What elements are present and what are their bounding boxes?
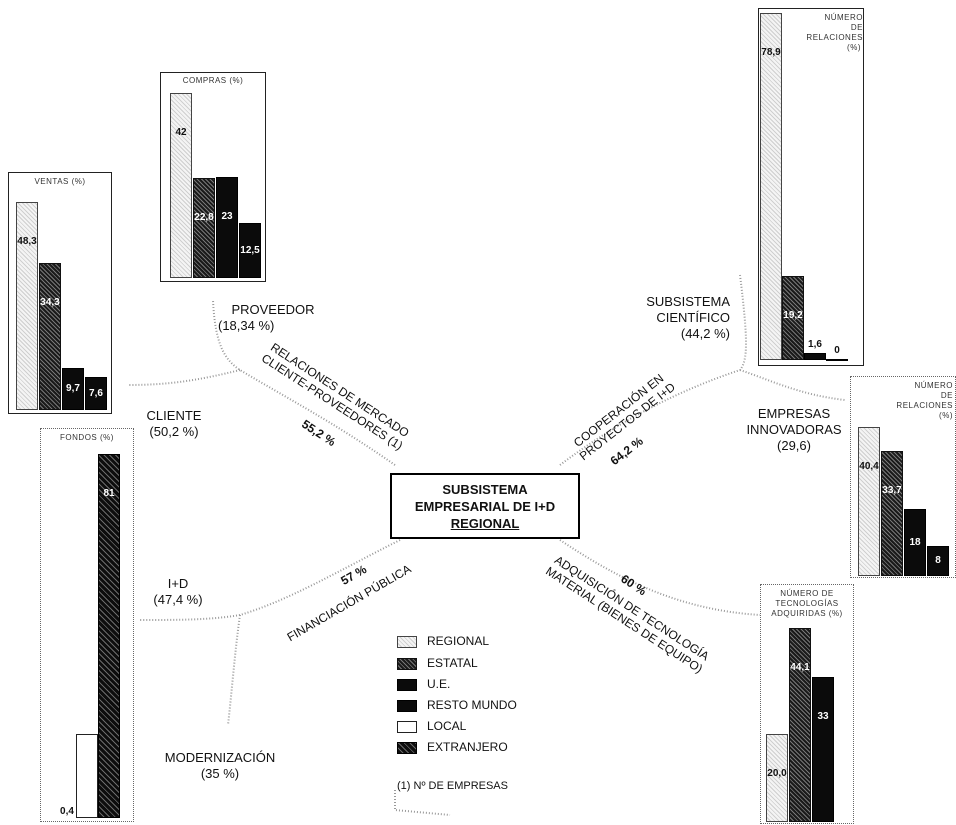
compras-bar-1	[193, 177, 215, 278]
fondos-value-0: 0,4	[60, 806, 74, 817]
ventas-chart-title: VENTAS (%)	[34, 177, 86, 186]
ventas-bar-2	[62, 368, 84, 410]
relaciones_innovadoras-bar-3	[927, 546, 949, 576]
fondos-bar-0	[76, 734, 98, 818]
legend-swatch-ue	[397, 679, 417, 691]
ventas-value-3: 7,6	[89, 387, 103, 399]
ventas-value-1: 34,3	[40, 296, 60, 308]
compras-chart-title: COMPRAS (%)	[182, 76, 244, 85]
compras-bar-3	[239, 223, 261, 278]
relaciones-cientifico-title-2: DE	[850, 23, 863, 32]
tecnologias-bar-0	[766, 734, 788, 822]
relaciones_innovadoras-value-3: 8	[935, 555, 941, 567]
legend-swatch-estatal	[397, 658, 417, 670]
fondos-value-1: 81	[103, 487, 115, 499]
node-cliente-pct: (50,2 %)	[149, 424, 199, 439]
compras-bar-2	[216, 176, 238, 278]
legend-label-estatal: ESTATAL	[427, 656, 478, 670]
node-modernizacion-pct: (35 %)	[200, 766, 240, 781]
compras-value-1: 22,8	[194, 211, 214, 223]
legend-label-ue: U.E.	[427, 677, 451, 691]
center-line-3: REGIONAL	[450, 516, 520, 531]
tecnologias-value-1: 44,1	[790, 661, 810, 673]
relaciones_cientifico-value-0: 78,9	[761, 46, 781, 58]
center-box: SUBSISTEMA EMPRESARIAL DE I+D REGIONAL	[390, 473, 580, 539]
relaciones-cientifico-title-3: RELACIONES	[806, 33, 863, 42]
center-line-1: SUBSISTEMA	[442, 482, 528, 497]
node-innovadoras-pct: (29,6)	[777, 438, 811, 453]
fondos-chart-title: FONDOS (%)	[60, 433, 114, 442]
relaciones_innovadoras-value-0: 40,4	[859, 460, 879, 472]
tecnologias-title-2: TECNOLOGÍAS	[775, 599, 839, 608]
legend-label-extranjero: EXTRANJERO	[427, 740, 508, 754]
relaciones-cientifico-title-1: NÚMERO	[824, 13, 863, 22]
relaciones_innovadoras-bar-2	[904, 509, 926, 576]
tecnologias-title-3: ADQUIRIDAS (%)	[771, 609, 843, 618]
node-id-name: I+D	[167, 576, 189, 591]
relaciones-innovadoras-title-1: NÚMERO	[914, 381, 953, 390]
node-innovadoras-name2: INNOVADORAS	[746, 422, 842, 437]
node-proveedor-name: PROVEEDOR	[231, 302, 315, 317]
node-cientifico-name2: CIENTÍFICO	[656, 310, 730, 325]
node-innovadoras: EMPRESAS INNOVADORAS (29,6)	[740, 406, 848, 454]
node-cliente: CLIENTE (50,2 %)	[132, 408, 216, 440]
tecnologias-bar-1	[789, 627, 811, 822]
relaciones_innovadoras-value-2: 18	[909, 536, 921, 548]
ventas-value-0: 48,3	[17, 236, 37, 248]
relaciones_innovadoras-bar-0	[858, 426, 880, 576]
relaciones-cientifico-title-4: (%)	[847, 43, 861, 52]
relaciones_innovadoras-value-1: 33,7	[882, 485, 902, 497]
legend-label-regional: REGIONAL	[427, 634, 490, 648]
compras-value-0: 42	[175, 127, 187, 139]
compras-value-3: 12,5	[240, 244, 260, 256]
legend-label-resto-mundo: RESTO MUNDO	[427, 698, 517, 712]
node-cientifico: SUBSISTEMA CIENTÍFICO (44,2 %)	[616, 294, 730, 342]
relaciones_cientifico-value-1: 19,2	[783, 309, 803, 321]
relaciones_cientifico-value-2: 1,6	[808, 338, 822, 350]
relaciones-innovadoras-title-2: DE	[940, 391, 953, 400]
node-innovadoras-name1: EMPRESAS	[757, 406, 831, 421]
ventas-bar-0	[16, 202, 38, 410]
center-line-2: EMPRESARIAL DE I+D	[414, 499, 556, 514]
ventas-value-2: 9,7	[66, 383, 80, 395]
node-cientifico-pct: (44,2 %)	[680, 326, 730, 341]
legend-swatch-regional	[397, 636, 417, 648]
relaciones_innovadoras-bar-1	[881, 451, 903, 576]
node-proveedor-pct: (18,34 %)	[218, 318, 275, 333]
relaciones_cientifico-value-3: 0	[834, 345, 840, 356]
tecnologias-title-1: NÚMERO DE	[780, 589, 834, 598]
tecnologias-value-0: 20,0	[767, 768, 787, 779]
compras-value-2: 23	[221, 210, 233, 222]
relaciones-innovadoras-title-4: (%)	[939, 411, 953, 420]
ventas-bar-3	[85, 377, 107, 410]
legend-swatch-resto-mundo	[397, 700, 417, 712]
legend-note: (1) Nº DE EMPRESAS	[397, 780, 508, 792]
fondos-bar-1	[98, 453, 120, 818]
relaciones_cientifico-bar-1	[782, 275, 804, 360]
legend-label-local: LOCAL	[427, 719, 467, 733]
compras-bar-0	[170, 93, 192, 278]
relaciones_cientifico-bar-0	[760, 12, 782, 360]
legend-swatch-local	[397, 721, 417, 733]
relaciones_cientifico-bar-2	[804, 352, 826, 360]
node-id-pct: (47,4 %)	[153, 592, 203, 607]
node-proveedor: PROVEEDOR (18,34 %)	[218, 302, 328, 334]
tecnologias-bar-2	[812, 676, 834, 822]
node-cliente-name: CLIENTE	[146, 408, 202, 423]
node-id: I+D (47,4 %)	[140, 576, 216, 608]
relaciones-innovadoras-title-3: RELACIONES	[896, 401, 953, 410]
relaciones_cientifico-bar-3	[826, 359, 848, 361]
tecnologias-value-2: 33	[817, 710, 829, 722]
legend-swatch-extranjero	[397, 742, 417, 754]
node-modernizacion-name: MODERNIZACIÓN	[164, 750, 276, 765]
node-modernizacion: MODERNIZACIÓN (35 %)	[160, 750, 280, 782]
node-cientifico-name1: SUBSISTEMA	[646, 294, 730, 309]
ventas-bar-1	[39, 262, 61, 410]
